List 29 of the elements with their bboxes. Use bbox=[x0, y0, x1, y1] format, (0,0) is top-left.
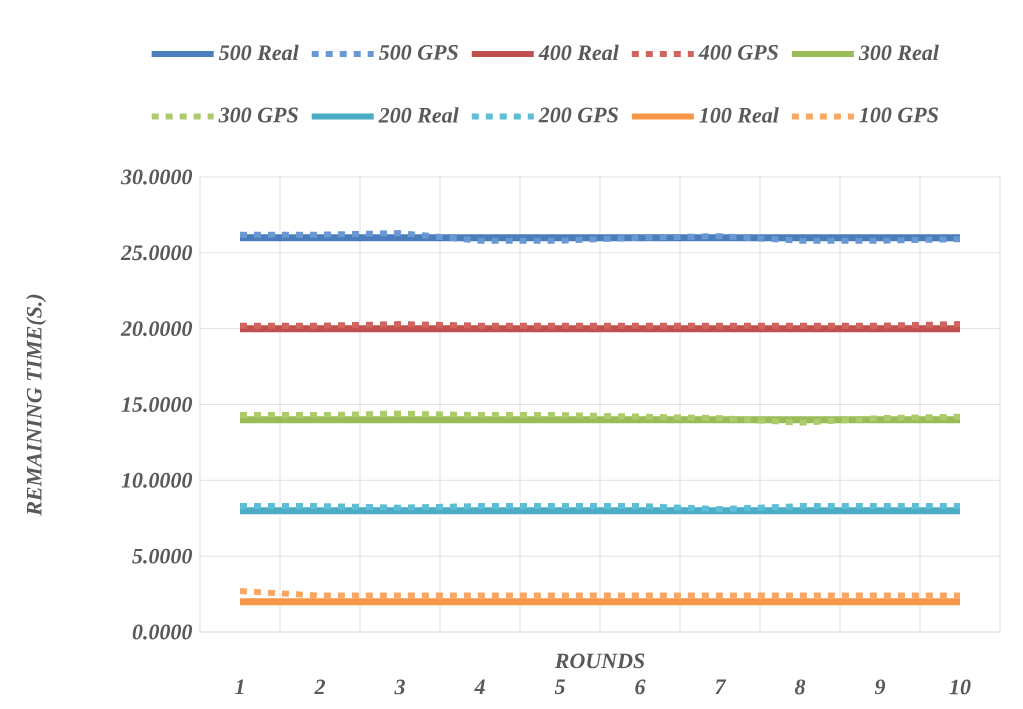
x-tick-label: 9 bbox=[874, 679, 886, 695]
y-tick-label: 0.0000 bbox=[132, 624, 193, 640]
legend-label: 100 Real bbox=[699, 107, 779, 123]
legend-label: 400 Real bbox=[538, 44, 619, 61]
x-tick-label: 8 bbox=[794, 679, 806, 695]
y-tick-label: 30.0000 bbox=[120, 169, 193, 185]
x-axis-title: ROUNDS bbox=[554, 653, 645, 669]
x-tick-label: 5 bbox=[554, 679, 565, 695]
legend-label: 100 GPS bbox=[859, 107, 938, 123]
legend-label: 300 GPS bbox=[218, 107, 298, 123]
x-tick-label: 4 bbox=[474, 679, 485, 695]
legend-label: 300 Real bbox=[858, 44, 939, 61]
y-tick-label: 25.0000 bbox=[120, 245, 193, 261]
legend-label: 200 Real bbox=[378, 107, 459, 123]
y-tick-label: 20.0000 bbox=[120, 321, 193, 337]
x-tick-label: 10 bbox=[949, 679, 971, 695]
x-tick-label: 7 bbox=[715, 679, 727, 694]
y-tick-label: 10.0000 bbox=[121, 472, 193, 488]
y-axis-title: REMAINING TIME(S.) bbox=[26, 294, 47, 516]
legend-label: 500 Real bbox=[218, 44, 299, 61]
y-tick-label: 15.0000 bbox=[121, 397, 193, 412]
legend-label: 400 GPS bbox=[698, 45, 778, 60]
x-tick-label: 3 bbox=[394, 679, 405, 695]
x-tick-label: 2 bbox=[314, 679, 325, 695]
x-tick-label: 6 bbox=[635, 679, 646, 695]
legend-label: 500 GPS bbox=[378, 45, 458, 60]
y-tick-label: 5.0000 bbox=[132, 548, 193, 564]
legend-label: 200 GPS bbox=[538, 107, 618, 123]
x-tick-label: 1 bbox=[235, 679, 244, 695]
